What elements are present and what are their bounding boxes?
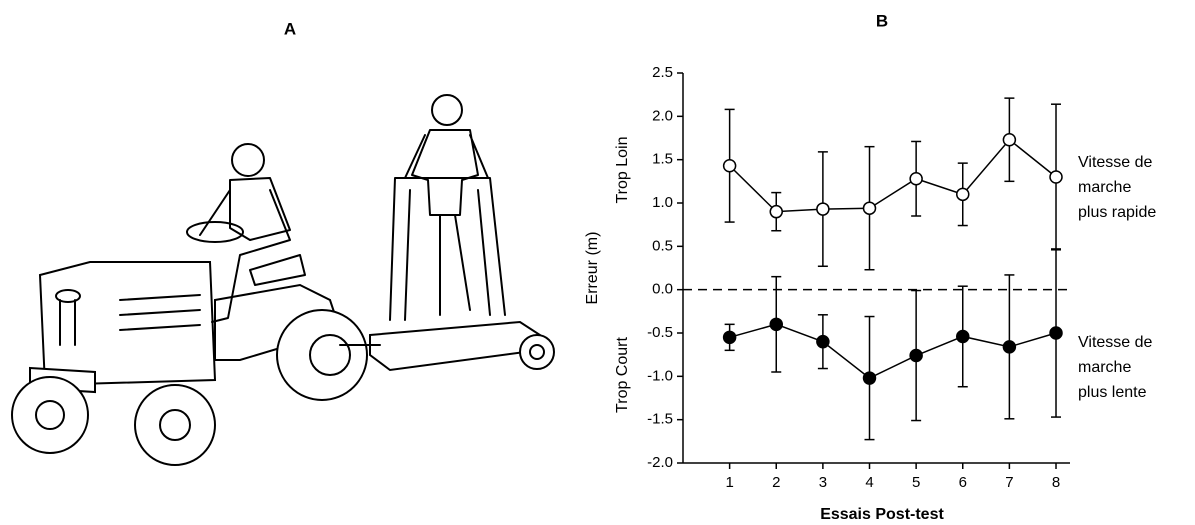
marker [956,187,970,202]
marker [1002,132,1017,147]
y-tick-label: 2.5 [652,64,673,81]
y-tick-label: -0.5 [647,324,673,341]
illustration [11,94,555,466]
y-tick-label: 1.5 [652,151,673,168]
panel-label: B [876,11,888,30]
x-tick-label: 8 [1052,474,1060,491]
legend-line: Vitesse de [1078,154,1157,171]
y-tick-label: 0.0 [652,281,673,298]
legend-line: marche [1078,359,1136,376]
marker [956,329,970,344]
legend-line: plus lente [1078,384,1147,401]
y-tick-label: -2.0 [647,454,673,471]
chart: 2.5 2.0 1.5 1.0 0.5 0.0 -0.5 -1.0 -1.5 -2.0 1 2 3 4 5 6… [584,64,1157,523]
y-axis-label: Erreur (m) [584,232,601,305]
legend-label: Vitesse de marche plus rapide [1078,154,1157,221]
marker [1049,170,1063,184]
y-tick-label: 0.5 [652,237,673,254]
marker [909,171,923,186]
series-line [729,323,1057,379]
y-tick-label: -1.0 [647,367,673,384]
y-tick-label: 2.0 [652,107,673,124]
y-tick-label: 1.0 [652,194,673,211]
y-axis-sublabel: Trop Loin [614,137,631,204]
x-tick-label: 6 [959,474,967,491]
x-tick-label: 5 [912,474,920,491]
y-axis-sublabel: Trop Court [614,337,631,413]
x-tick-label: 1 [725,474,733,491]
x-tick-label: 4 [865,474,873,491]
x-axis-label: Essais Post-test [820,506,944,523]
legend-line: plus rapide [1078,204,1156,221]
marker [722,330,737,345]
legend-line: Vitesse de [1078,334,1157,351]
marker [722,158,737,173]
marker [769,317,784,332]
marker [862,371,877,385]
x-tick-label: 7 [1005,474,1013,491]
marker [816,202,830,216]
y-tick-label: -1.5 [647,411,673,428]
marker [1002,340,1017,354]
x-tick-label: 3 [819,474,827,491]
panel-label: A [284,19,296,38]
marker [816,334,830,349]
x-tick-label: 2 [772,474,780,491]
marker [1049,326,1063,340]
marker [862,201,877,215]
marker [769,204,784,219]
marker [909,348,923,363]
legend-line: marche [1078,179,1136,196]
legend-label: Vitesse de marche plus lente [1078,334,1157,401]
series-line [729,138,1057,213]
